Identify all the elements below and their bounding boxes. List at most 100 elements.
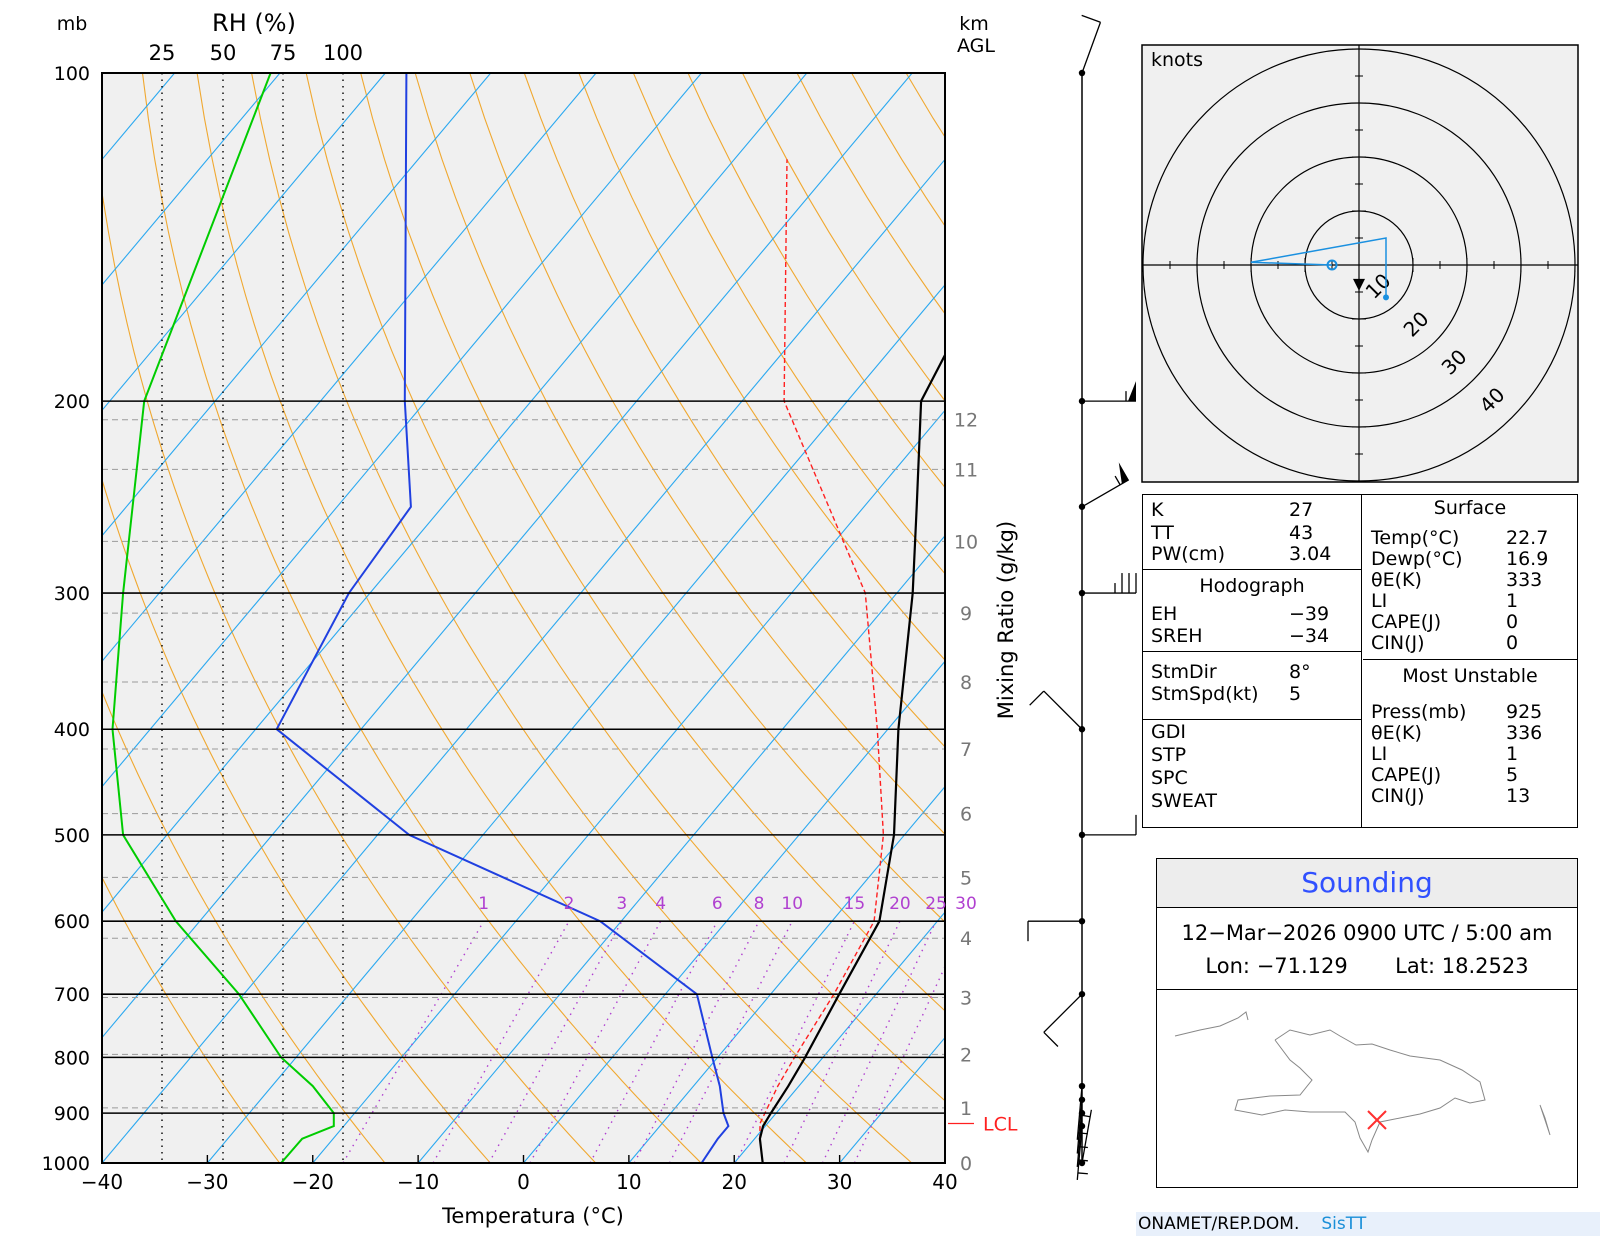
index-label: SWEAT <box>1151 790 1217 812</box>
mixing-ratio-tick-label: 2 <box>564 894 575 914</box>
index-value: 1 <box>1506 590 1519 612</box>
isotherm-line <box>102 158 945 1163</box>
wind-barb-shaft <box>1076 1099 1083 1154</box>
wind-barb <box>1078 573 1137 597</box>
index-label: TT <box>1151 522 1174 544</box>
storm-motion-marker <box>1353 278 1365 291</box>
dry-adiabat-line <box>102 690 386 1163</box>
mixing-ratio-line <box>529 920 662 1163</box>
lat-label: Lat: <box>1395 954 1436 978</box>
dry-adiabat-line <box>632 73 945 575</box>
pressure-tick-label: 800 <box>54 1047 90 1069</box>
isotherm-line <box>102 73 492 537</box>
map-frame <box>1157 989 1577 1187</box>
dry-adiabat-line <box>305 73 945 1102</box>
rh-tick-label: 100 <box>323 41 363 65</box>
footer-credit: ONAMET/REP.DOM. SisTT <box>1136 1212 1600 1236</box>
mixing-ratio-line <box>432 920 570 1163</box>
index-value: 1 <box>1506 743 1519 765</box>
height-tick-label: 3 <box>960 988 972 1010</box>
parcel-trace-line <box>759 159 885 1163</box>
index-value: 0 <box>1506 632 1519 654</box>
wind-barb <box>1078 462 1130 510</box>
sounding-info-panel: Sounding 12−Mar−2026 0900 UTC / 5:00 am … <box>1156 858 1578 1188</box>
mixing-ratio-tick-label: 10 <box>781 894 803 914</box>
height-tick-label: 5 <box>960 867 972 889</box>
wind-barb-shaft <box>1043 690 1083 730</box>
lcl-label: LCL <box>983 1114 1018 1136</box>
height-tick-label: 2 <box>960 1044 972 1066</box>
isotherm-line <box>312 409 945 1163</box>
sounding-title: Sounding <box>1157 859 1577 908</box>
index-label: θE(K) <box>1371 722 1422 744</box>
index-value: 43 <box>1289 522 1314 544</box>
wind-barb <box>1027 917 1086 942</box>
index-label: LI <box>1371 590 1388 612</box>
dry-adiabat-line <box>523 73 945 748</box>
index-value: −39 <box>1289 603 1330 625</box>
location-map <box>1174 1011 1551 1154</box>
dry-adiabat-line <box>141 73 702 1163</box>
isotherm-line <box>206 284 945 1163</box>
rh-tick-label: 75 <box>270 41 297 65</box>
isotherm-line <box>102 73 281 286</box>
wind-barb-column <box>1027 14 1137 1180</box>
pressure-tick-label: 1000 <box>42 1153 90 1175</box>
index-value: 16.9 <box>1506 548 1549 570</box>
hodograph-frame <box>1141 44 1579 483</box>
indices-table: K 27 TT 43 PW(cm) 3.04 Hodograph EH −39 … <box>1142 494 1578 828</box>
wind-barb-half-flag <box>1077 1159 1088 1162</box>
index-label: GDI <box>1151 721 1186 743</box>
mixing-ratio-tick-label: 3 <box>616 894 627 914</box>
mixing-ratio-line <box>589 920 718 1163</box>
wind-barb <box>1078 14 1102 77</box>
hodograph-trace <box>1250 237 1387 298</box>
pressure-tick-label: 600 <box>54 911 90 933</box>
dry-adiabat-line <box>102 477 491 1163</box>
organization-name: ONAMET/REP.DOM. <box>1138 1214 1300 1234</box>
height-tick-label: 6 <box>960 804 972 826</box>
index-label: CIN(J) <box>1371 632 1425 654</box>
index-value: 333 <box>1506 569 1543 591</box>
wind-barb-shaft <box>1076 1113 1083 1167</box>
wind-barb-shaft <box>1076 1086 1083 1140</box>
isotherm-line <box>523 660 945 1163</box>
index-value: 5 <box>1506 764 1519 786</box>
mixing-ratio-tick-label: 20 <box>889 894 911 914</box>
height-tick-label: 9 <box>960 603 972 625</box>
wind-barb <box>1029 690 1086 733</box>
pressure-tick-label: 700 <box>54 984 90 1006</box>
skewt-plot-frame <box>101 72 946 1164</box>
height-tick-label: 7 <box>960 739 972 761</box>
pressure-tick-label: 900 <box>54 1103 90 1125</box>
wind-barb-flag <box>1043 1031 1059 1047</box>
rh-tick-label: 25 <box>149 41 176 65</box>
isotherm-line <box>628 785 945 1163</box>
km-unit-label: km <box>959 13 989 35</box>
x-tick-label: −40 <box>81 1170 123 1194</box>
sounding-coordinates: Lon: −71.129 Lat: 18.2523 <box>1157 954 1577 978</box>
index-label: STP <box>1151 744 1187 766</box>
index-label: Temp(°C) <box>1371 527 1460 549</box>
index-label: StmDir <box>1151 661 1217 683</box>
height-tick-label: 10 <box>954 531 978 553</box>
wind-barb-pennant <box>1118 462 1129 484</box>
rh-axis-title: RH (%) <box>212 9 296 37</box>
index-label: Press(mb) <box>1371 701 1467 723</box>
dewpoint-profile-line <box>275 73 730 1163</box>
pressure-tick-label: 200 <box>54 391 90 413</box>
wind-barb <box>1043 990 1086 1047</box>
mixing-ratio-tick-label: 1 <box>478 894 489 914</box>
hodograph-ring <box>1250 156 1468 374</box>
surface-section-title: Surface <box>1433 497 1507 519</box>
index-value: 925 <box>1506 701 1543 723</box>
wind-barb-half-flag <box>1077 1172 1088 1175</box>
x-tick-label: −10 <box>397 1170 439 1194</box>
index-value: 22.7 <box>1506 527 1549 549</box>
agl-unit-label: AGL <box>957 35 995 57</box>
index-label: Dewp(°C) <box>1371 548 1463 570</box>
dry-adiabat-line <box>251 73 913 1163</box>
index-value: −34 <box>1289 625 1330 647</box>
x-tick-label: −20 <box>292 1170 334 1194</box>
